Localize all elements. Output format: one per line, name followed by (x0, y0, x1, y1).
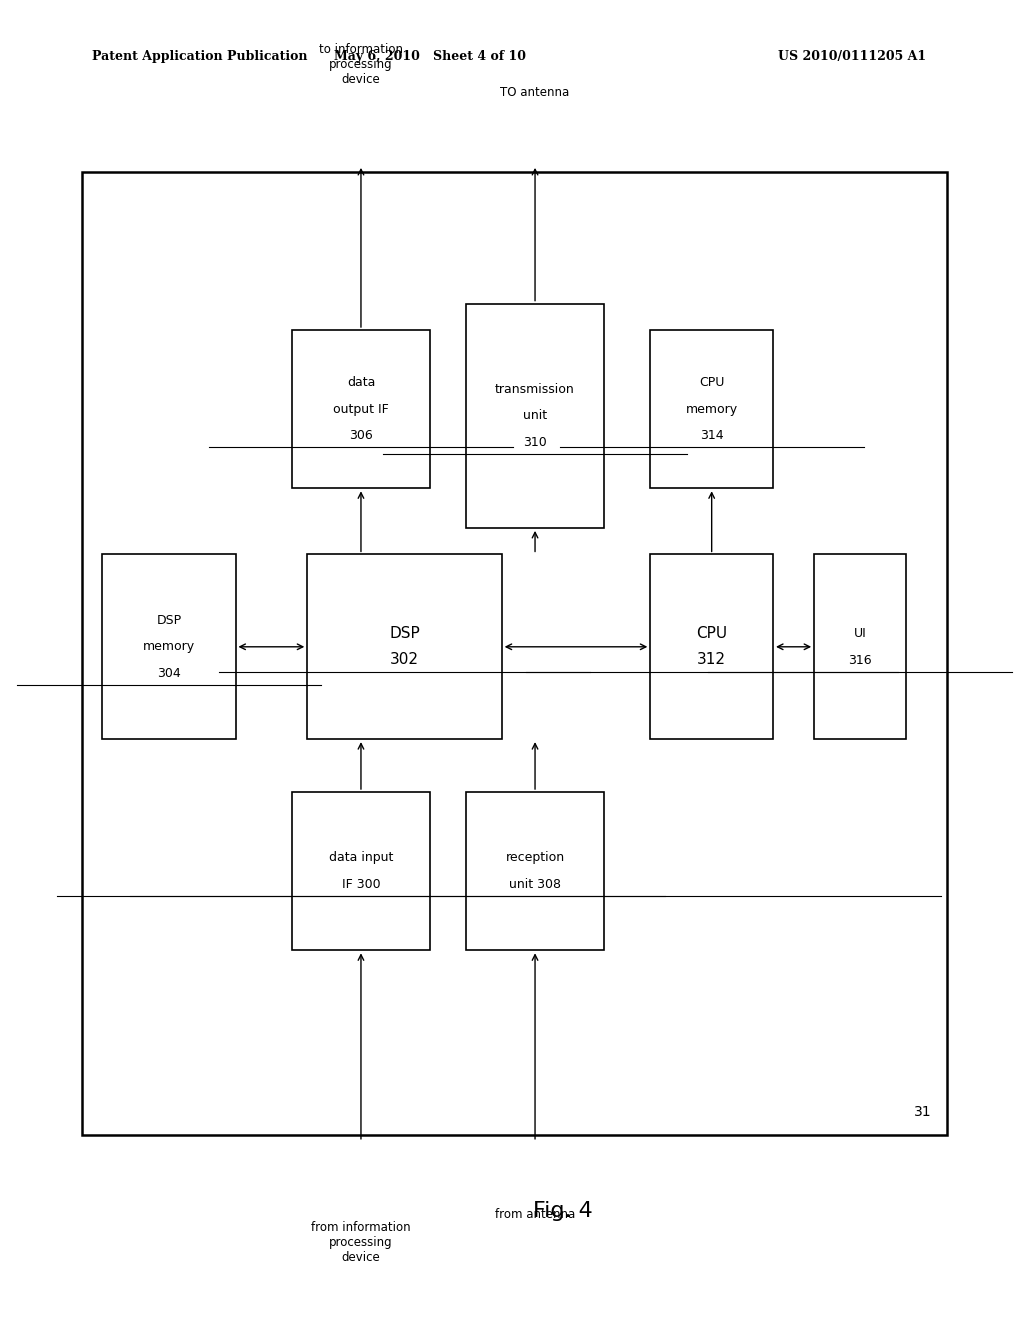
Text: memory: memory (686, 403, 737, 416)
Text: to information
processing
device: to information processing device (318, 42, 403, 86)
Bar (650, 330, 773, 488)
Text: UI: UI (854, 627, 866, 640)
Text: US 2010/0111205 A1: US 2010/0111205 A1 (778, 50, 927, 63)
Text: 31: 31 (914, 1105, 932, 1119)
Text: memory: memory (143, 640, 195, 653)
Bar (814, 554, 906, 739)
Text: 310: 310 (523, 436, 547, 449)
Text: May 6, 2010   Sheet 4 of 10: May 6, 2010 Sheet 4 of 10 (334, 50, 526, 63)
Text: transmission: transmission (496, 383, 574, 396)
Bar (466, 304, 604, 528)
Text: 314: 314 (699, 429, 724, 442)
Text: CPU: CPU (699, 376, 724, 389)
Bar (292, 792, 430, 950)
Text: data: data (347, 376, 375, 389)
Text: from information
processing
device: from information processing device (311, 1221, 411, 1265)
Text: reception: reception (506, 851, 564, 865)
Text: Fig. 4: Fig. 4 (534, 1201, 593, 1221)
Bar (307, 554, 502, 739)
Text: data input: data input (329, 851, 393, 865)
Text: 302: 302 (390, 652, 419, 668)
Text: CPU: CPU (696, 626, 727, 642)
Text: 312: 312 (697, 652, 726, 668)
Text: DSP: DSP (157, 614, 181, 627)
Bar (102, 554, 236, 739)
Bar (650, 554, 773, 739)
Text: 306: 306 (349, 429, 373, 442)
Text: unit: unit (523, 409, 547, 422)
Text: TO antenna: TO antenna (501, 86, 569, 99)
Text: from antenna: from antenna (495, 1208, 575, 1221)
Text: 316: 316 (848, 653, 872, 667)
Text: unit 308: unit 308 (509, 878, 561, 891)
Text: 304: 304 (157, 667, 181, 680)
Bar (466, 792, 604, 950)
Text: Patent Application Publication: Patent Application Publication (92, 50, 307, 63)
Text: IF 300: IF 300 (342, 878, 380, 891)
Bar (82, 172, 947, 1135)
Text: output IF: output IF (333, 403, 389, 416)
Bar (292, 330, 430, 488)
Text: DSP: DSP (389, 626, 420, 642)
